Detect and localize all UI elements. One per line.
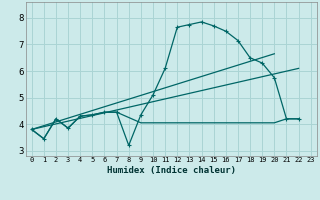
X-axis label: Humidex (Indice chaleur): Humidex (Indice chaleur) (107, 166, 236, 175)
